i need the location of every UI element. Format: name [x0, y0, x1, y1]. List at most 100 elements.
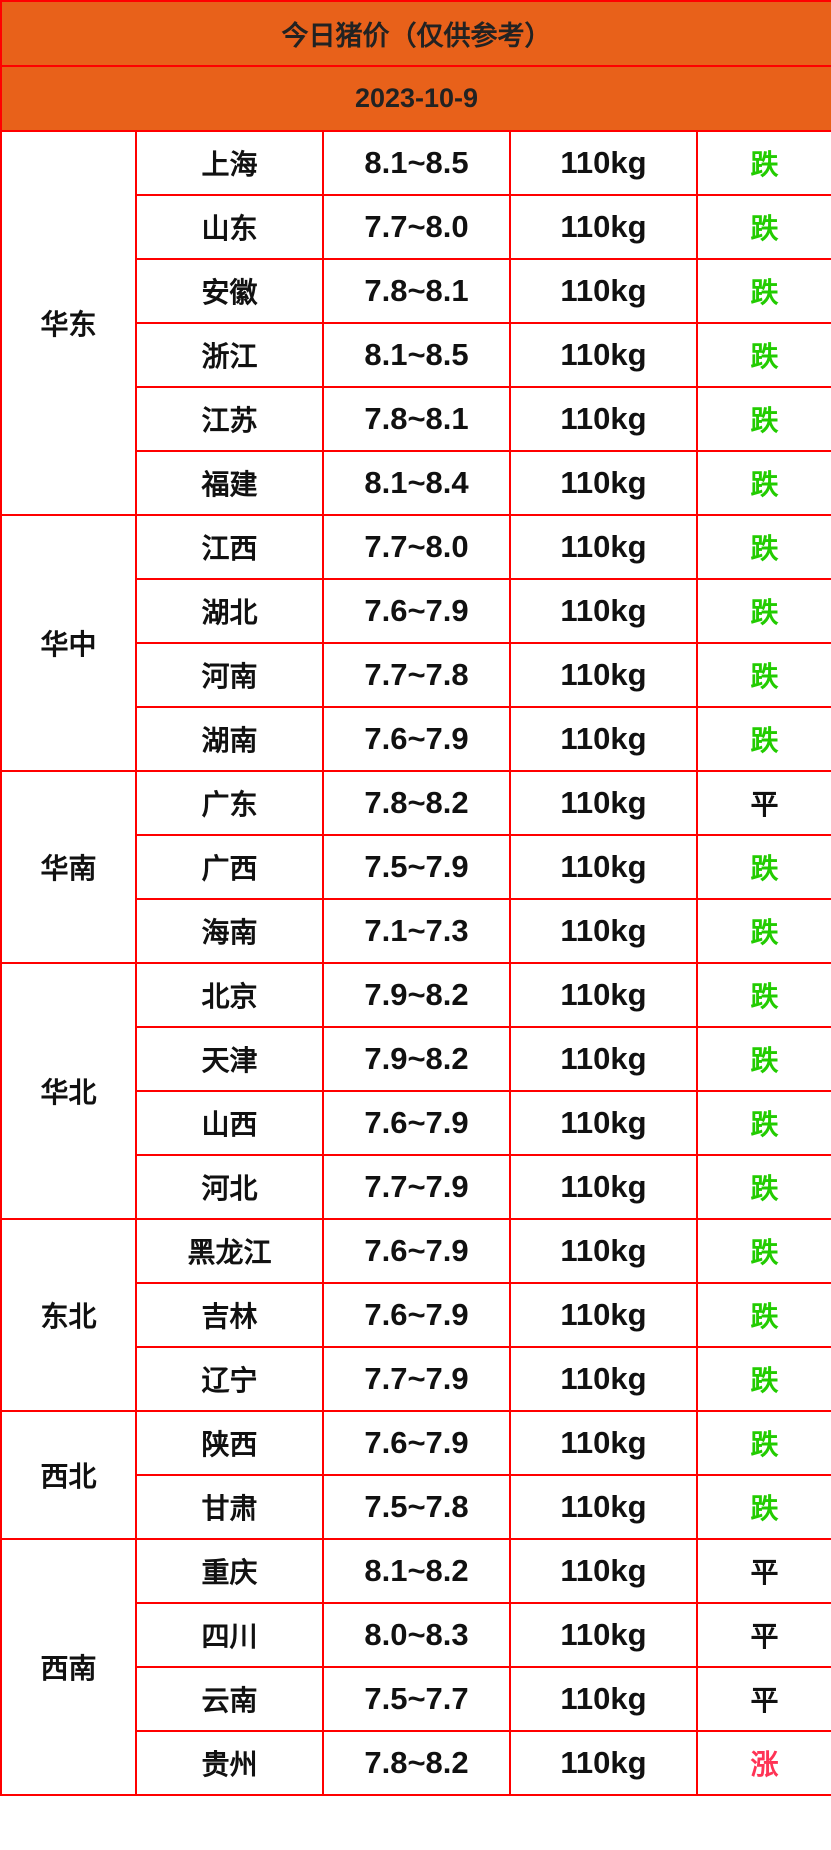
- price-cell: 7.6~7.9: [322, 578, 511, 644]
- price-cell: 7.8~8.2: [322, 1730, 511, 1796]
- weight-cell: 110kg: [509, 194, 698, 260]
- weight-cell: 110kg: [509, 386, 698, 452]
- province-cell: 广东: [135, 770, 324, 836]
- weight-cell: 110kg: [509, 130, 698, 196]
- table-date: 2023-10-9: [0, 65, 831, 132]
- weight-cell: 110kg: [509, 578, 698, 644]
- table-row: 华中 江西 7.7~8.0 110kg 跌: [0, 514, 831, 772]
- table-row: 华北 北京 7.9~8.2 110kg 跌: [0, 962, 831, 1220]
- weight-cell: 110kg: [509, 514, 698, 580]
- province-cell: 湖南: [135, 706, 324, 772]
- weight-cell: 110kg: [509, 1410, 698, 1476]
- price-cell: 7.8~8.2: [322, 770, 511, 836]
- price-cell: 7.7~8.0: [322, 194, 511, 260]
- province-cell: 甘肃: [135, 1474, 324, 1540]
- weight-cell: 110kg: [509, 1090, 698, 1156]
- province-cell: 江西: [135, 514, 324, 580]
- trend-cell: 跌: [695, 1026, 831, 1092]
- trend-cell: 跌: [695, 130, 831, 196]
- province-cell: 湖北: [135, 578, 324, 644]
- trend-cell: 跌: [695, 258, 831, 324]
- province-cell: 四川: [135, 1602, 324, 1668]
- region-cell: 华东: [0, 130, 137, 516]
- weight-cell: 110kg: [509, 322, 698, 388]
- trend-cell: 跌: [695, 578, 831, 644]
- trend-cell: 平: [695, 1666, 831, 1732]
- trend-cell: 跌: [695, 450, 831, 516]
- table-row: 福建 8.1~8.4 110kg 跌: [1, 450, 831, 516]
- province-cell: 江苏: [135, 386, 324, 452]
- price-cell: 8.1~8.2: [322, 1538, 511, 1604]
- province-cell: 上海: [135, 130, 324, 196]
- trend-cell: 跌: [695, 1154, 831, 1220]
- province-cell: 山东: [135, 194, 324, 260]
- price-cell: 8.1~8.5: [322, 130, 511, 196]
- table-row: 贵州 7.8~8.2 110kg 涨: [1, 1730, 831, 1796]
- table-row: 西南 重庆 8.1~8.2 110kg 平: [0, 1538, 831, 1796]
- table-row: 河南 7.7~7.8 110kg 跌: [1, 642, 831, 708]
- region-cell: 西南: [0, 1538, 137, 1796]
- weight-cell: 110kg: [509, 1602, 698, 1668]
- price-cell: 7.8~8.1: [322, 386, 511, 452]
- trend-cell: 跌: [695, 514, 831, 580]
- weight-cell: 110kg: [509, 770, 698, 836]
- province-cell: 山西: [135, 1090, 324, 1156]
- province-cell: 北京: [135, 962, 324, 1028]
- weight-cell: 110kg: [509, 898, 698, 964]
- table-row: 江苏 7.8~8.1 110kg 跌: [1, 386, 831, 452]
- trend-cell: 平: [695, 1602, 831, 1668]
- trend-cell: 跌: [695, 1410, 831, 1476]
- province-cell: 云南: [135, 1666, 324, 1732]
- trend-cell: 跌: [695, 706, 831, 772]
- price-cell: 8.1~8.4: [322, 450, 511, 516]
- weight-cell: 110kg: [509, 1154, 698, 1220]
- table-row: 天津 7.9~8.2 110kg 跌: [1, 1026, 831, 1092]
- table-row: 海南 7.1~7.3 110kg 跌: [1, 898, 831, 964]
- weight-cell: 110kg: [509, 1666, 698, 1732]
- weight-cell: 110kg: [509, 1730, 698, 1796]
- trend-cell: 跌: [695, 322, 831, 388]
- table-row: 华东 上海 8.1~8.5 110kg 跌: [0, 130, 831, 516]
- province-cell: 重庆: [135, 1538, 324, 1604]
- table-row: 广西 7.5~7.9 110kg 跌: [1, 834, 831, 900]
- price-cell: 8.1~8.5: [322, 322, 511, 388]
- region-cell: 东北: [0, 1218, 137, 1412]
- weight-cell: 110kg: [509, 962, 698, 1028]
- price-cell: 7.6~7.9: [322, 1218, 511, 1284]
- region-cell: 华中: [0, 514, 137, 772]
- price-cell: 7.5~7.7: [322, 1666, 511, 1732]
- price-cell: 7.7~7.8: [322, 642, 511, 708]
- weight-cell: 110kg: [509, 642, 698, 708]
- trend-cell: 涨: [695, 1730, 831, 1796]
- province-cell: 广西: [135, 834, 324, 900]
- price-cell: 7.8~8.1: [322, 258, 511, 324]
- price-cell: 7.6~7.9: [322, 1282, 511, 1348]
- price-cell: 8.0~8.3: [322, 1602, 511, 1668]
- province-cell: 黑龙江: [135, 1218, 324, 1284]
- weight-cell: 110kg: [509, 1474, 698, 1540]
- weight-cell: 110kg: [509, 1218, 698, 1284]
- trend-cell: 跌: [695, 962, 831, 1028]
- table-row: 吉林 7.6~7.9 110kg 跌: [1, 1282, 831, 1348]
- province-cell: 吉林: [135, 1282, 324, 1348]
- table-row: 甘肃 7.5~7.8 110kg 跌: [1, 1474, 831, 1540]
- table-row: 河北 7.7~7.9 110kg 跌: [1, 1154, 831, 1220]
- table-title: 今日猪价（仅供参考）: [0, 0, 831, 67]
- trend-cell: 跌: [695, 386, 831, 452]
- table-row: 云南 7.5~7.7 110kg 平: [1, 1666, 831, 1732]
- table-row: 安徽 7.8~8.1 110kg 跌: [1, 258, 831, 324]
- weight-cell: 110kg: [509, 706, 698, 772]
- table-row: 湖北 7.6~7.9 110kg 跌: [1, 578, 831, 644]
- province-cell: 陕西: [135, 1410, 324, 1476]
- price-cell: 7.6~7.9: [322, 1410, 511, 1476]
- trend-cell: 跌: [695, 1282, 831, 1348]
- weight-cell: 110kg: [509, 450, 698, 516]
- trend-cell: 跌: [695, 194, 831, 260]
- region-cell: 华南: [0, 770, 137, 964]
- table-row: 山东 7.7~8.0 110kg 跌: [1, 194, 831, 260]
- table-row: 东北 黑龙江 7.6~7.9 110kg 跌: [0, 1218, 831, 1412]
- table-row: 山西 7.6~7.9 110kg 跌: [1, 1090, 831, 1156]
- province-cell: 福建: [135, 450, 324, 516]
- table-row: 辽宁 7.7~7.9 110kg 跌: [1, 1346, 831, 1412]
- weight-cell: 110kg: [509, 1538, 698, 1604]
